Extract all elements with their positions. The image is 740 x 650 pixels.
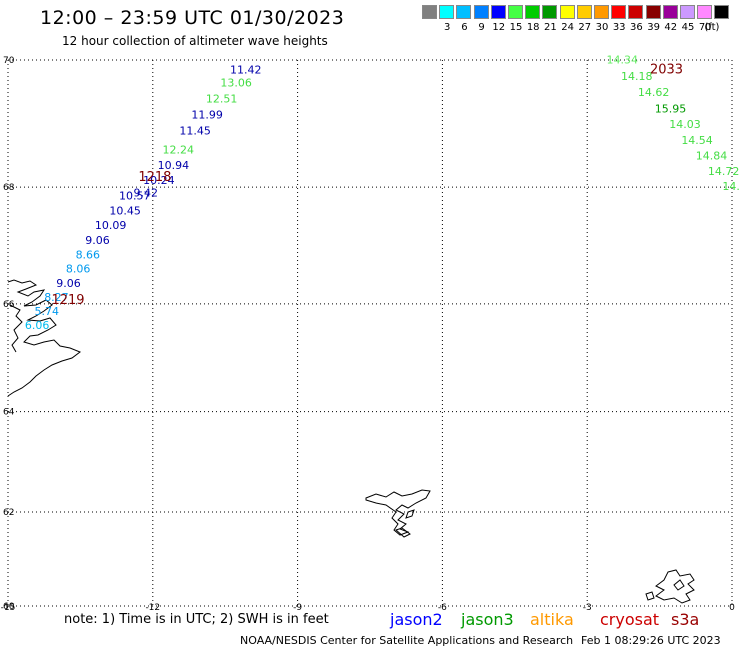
- credit-line: NOAA/NESDIS Center for Satellite Applica…: [240, 634, 574, 647]
- satellite-name: jason3: [461, 610, 514, 629]
- lon-tick-label: -15: [1, 603, 16, 613]
- legend-swatch: [628, 5, 644, 19]
- legend-swatch: [697, 5, 713, 19]
- legend-label: 6: [461, 22, 468, 33]
- lat-tick-label: 62: [3, 508, 14, 518]
- pass-time-label: 2033: [650, 62, 683, 77]
- lat-tick-label: 68: [3, 183, 15, 193]
- wave-height-value: 9.06: [85, 234, 110, 247]
- lat-tick-label: 70: [3, 56, 15, 66]
- pass-labels: 1218 1219 2033: [51, 62, 683, 308]
- wave-height-value: 14.18: [621, 70, 653, 83]
- page-subtitle: 12 hour collection of altimeter wave hei…: [62, 34, 328, 48]
- satellite-name: altika: [530, 610, 574, 629]
- lat-tick-label: 60: [3, 602, 15, 612]
- page-title: 12:00 – 23:59 UTC 01/30/2023: [40, 7, 345, 29]
- legend-swatch: [525, 5, 541, 19]
- wave-height-value: 15.95: [655, 102, 687, 115]
- legend-swatch: [473, 5, 489, 19]
- shetland-islands: [655, 569, 695, 604]
- satellite-name: s3a: [671, 610, 700, 629]
- wave-height-value: 6.06: [25, 319, 50, 332]
- wave-height-value: 12.24: [162, 143, 194, 156]
- wave-height-value: 14.62: [638, 86, 670, 99]
- legend-swatch: [680, 5, 695, 19]
- wave-height-value: 14.34: [607, 53, 639, 66]
- legend-swatch: [508, 5, 523, 19]
- wave-height-value: 11.42: [230, 63, 262, 76]
- lon-tick-label: -9: [293, 603, 302, 613]
- wave-height-value: 5.74: [35, 305, 60, 318]
- legend-swatch: [456, 5, 472, 19]
- wave-height-value: 10.09: [95, 219, 127, 232]
- legend-swatch: [594, 5, 609, 19]
- wave-height-value: 13.06: [220, 76, 252, 89]
- wave-height-value: 8.66: [76, 248, 101, 261]
- wave-height-value: 11.45: [179, 125, 211, 138]
- wave-height-value: 9.06: [56, 277, 80, 290]
- lat-tick-label: 66: [3, 300, 15, 310]
- legend-swatch: [662, 5, 678, 19]
- wave-height-value: 10.94: [158, 159, 190, 172]
- legend-label: 9: [478, 22, 485, 33]
- wave-height-value: 10.57: [119, 189, 151, 202]
- legend-label: 45: [681, 22, 695, 33]
- map-grid: [7, 59, 733, 607]
- wave-height-value: 8.06: [66, 263, 91, 276]
- wave-height-value: 14.03: [669, 118, 701, 131]
- satellite-name: cryosat: [600, 610, 660, 629]
- wave-height-value: 8.27: [44, 291, 68, 304]
- wave-height-value: 10.24: [143, 174, 175, 187]
- footnote: note: 1) Time is in UTC; 2) SWH is in fe…: [64, 612, 329, 627]
- lon-tick-label: -12: [145, 603, 160, 613]
- axis-ticks: -15 -12 -9 -6 -3 0 70 68 66 64 62 60: [1, 56, 735, 613]
- legend-label: 36: [630, 22, 643, 33]
- legend-unit: (ft): [704, 22, 720, 33]
- legend-swatch: [645, 5, 661, 19]
- wave-height-value: 11.99: [191, 109, 223, 122]
- wave-height-value: 9.42: [133, 186, 158, 199]
- legend-swatch: [611, 5, 627, 19]
- legend-swatch: [559, 5, 575, 19]
- legend-label: 3: [444, 22, 451, 33]
- lon-tick-label: -6: [438, 603, 447, 613]
- wave-height-value: 14.72: [708, 165, 740, 178]
- pass-time-label: 1219: [51, 293, 84, 308]
- wave-height-value: 14.54: [681, 134, 713, 147]
- satellite-name: jason2: [390, 610, 443, 629]
- legend-label: 42: [664, 22, 678, 33]
- lat-tick-label: 64: [3, 408, 15, 418]
- pass-time-label: 1218: [138, 170, 171, 185]
- legend-label: 12: [492, 22, 506, 33]
- faroe-islands: [365, 489, 431, 536]
- wave-height-value: 10.45: [109, 204, 141, 217]
- wave-height-value: 14.84: [696, 150, 728, 163]
- wave-height-value: 12.51: [206, 93, 238, 106]
- legend-label: 27: [578, 22, 592, 33]
- legend-swatch: [439, 5, 455, 19]
- legend-label: 30: [595, 22, 609, 33]
- legend-swatch: [714, 5, 730, 19]
- legend-label: 70: [698, 22, 712, 33]
- iceland-coast: [7, 279, 82, 397]
- legend-label: 33: [612, 22, 626, 33]
- coastlines: [7, 279, 695, 604]
- legend-swatch: [490, 5, 506, 19]
- lon-tick-label: 0: [729, 603, 735, 613]
- legend-label: 39: [647, 22, 660, 33]
- legend-label: 24: [561, 22, 574, 33]
- legend-label: 15: [509, 22, 523, 33]
- legend-swatch: [422, 5, 437, 19]
- wave-height-value: 14.4: [722, 180, 740, 193]
- legend-label: 18: [526, 22, 540, 33]
- legend-swatch: [542, 5, 558, 19]
- legend-label: 21: [544, 22, 557, 33]
- lon-tick-label: -3: [583, 603, 592, 613]
- legend-swatch: [576, 5, 592, 19]
- generated-timestamp: Feb 1 08:29:26 UTC 2023: [581, 634, 721, 647]
